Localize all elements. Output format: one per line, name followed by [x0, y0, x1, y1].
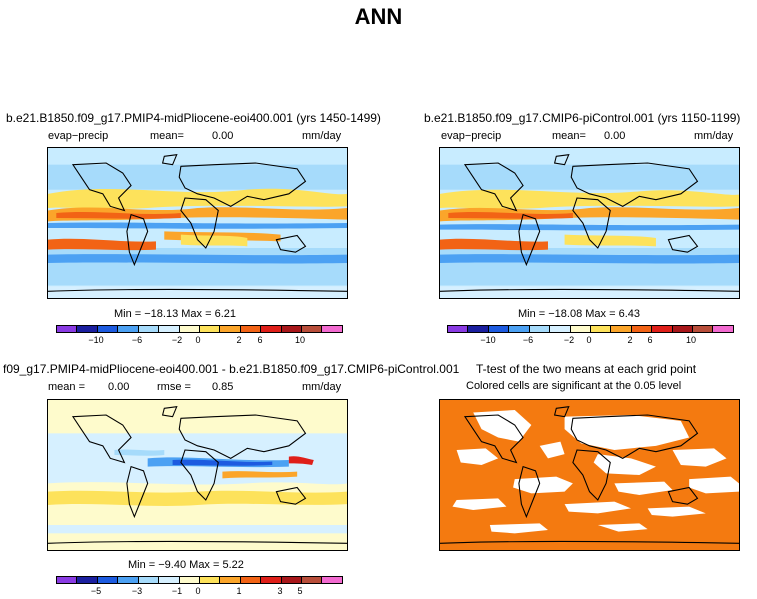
- colorbar-box: [138, 577, 160, 583]
- colorbar-box: [509, 326, 530, 332]
- panel-top-left-map: [47, 147, 348, 299]
- panel-bottom-left-units: mm/day: [302, 381, 342, 393]
- colorbar-tick: 5: [297, 586, 303, 596]
- colorbar-box: [302, 577, 323, 583]
- colorbar-tick: 6: [257, 335, 263, 345]
- colorbar-box: [631, 326, 653, 332]
- colorbar-tick: −6: [522, 335, 534, 345]
- panel-bottom-left-rmse-value: 0.85: [212, 381, 234, 393]
- colorbar-tick: −3: [131, 586, 143, 596]
- colorbar-box: [199, 326, 221, 332]
- colorbar-box: [570, 326, 591, 332]
- colorbar-box: [550, 326, 571, 332]
- colorbar-box: [611, 326, 632, 332]
- panel-bottom-left-minmax: Min = −9.40 Max = 5.22: [128, 559, 244, 571]
- colorbar-box: [97, 577, 119, 583]
- colorbar-box: [179, 326, 200, 332]
- panel-top-right-units: mm/day: [694, 130, 734, 142]
- colorbar-tick: 0: [195, 335, 201, 345]
- colorbar-box: [302, 326, 323, 332]
- panel-top-right-map: [439, 147, 740, 299]
- colorbar-tick: 2: [627, 335, 633, 345]
- panel-top-left-variable: evap−precip: [48, 130, 109, 142]
- panel-top-left-colorbar: [56, 325, 343, 333]
- colorbar-box: [240, 326, 262, 332]
- panel-top-right-variable: evap−precip: [441, 130, 502, 142]
- colorbar-box: [261, 577, 282, 583]
- panel-top-left-mean-value: 0.00: [212, 130, 234, 142]
- colorbar-box: [77, 326, 98, 332]
- colorbar-box: [240, 577, 262, 583]
- panel-bottom-left-colorbar: [56, 576, 343, 584]
- panel-top-right-minmax: Min = −18.08 Max = 6.43: [518, 308, 640, 320]
- panel-top-right-mean-value: 0.00: [604, 130, 626, 142]
- colorbar-box: [652, 326, 673, 332]
- colorbar-tick: −2: [171, 335, 183, 345]
- colorbar-box: [77, 577, 98, 583]
- panel-top-right-mean-label: mean=: [552, 130, 586, 142]
- colorbar-box: [179, 577, 200, 583]
- panel-bottom-right-map: [439, 399, 740, 551]
- colorbar-box: [118, 326, 139, 332]
- colorbar-box: [57, 577, 78, 583]
- colorbar-box: [97, 326, 119, 332]
- colorbar-box: [57, 326, 78, 332]
- panel-top-left-mean-label: mean=: [150, 130, 184, 142]
- colorbar-box: [468, 326, 489, 332]
- panel-top-left-title: b.e21.B1850.f09_g17.PMIP4-midPliocene-eo…: [6, 111, 381, 125]
- colorbar-box: [281, 326, 303, 332]
- colorbar-box: [322, 326, 342, 332]
- colorbar-tick: −10: [88, 335, 104, 345]
- colorbar-box: [713, 326, 733, 332]
- colorbar-box: [590, 326, 612, 332]
- colorbar-box: [488, 326, 510, 332]
- colorbar-tick: −10: [480, 335, 496, 345]
- panel-bottom-left-title: f09_g17.PMIP4-midPliocene-eoi400.001 - b…: [3, 362, 460, 376]
- colorbar-box: [529, 326, 551, 332]
- panel-bottom-left-mean-label: mean =: [48, 381, 85, 393]
- colorbar-tick: −6: [131, 335, 143, 345]
- colorbar-box: [448, 326, 469, 332]
- colorbar-tick: 1: [236, 586, 242, 596]
- colorbar-tick: −1: [171, 586, 183, 596]
- colorbar-tick: 10: [294, 335, 306, 345]
- figure-title: ANN: [354, 4, 403, 29]
- colorbar-tick: 10: [685, 335, 697, 345]
- colorbar-tick: 0: [586, 335, 592, 345]
- colorbar-tick: −5: [90, 586, 102, 596]
- panel-top-right-colorbar: [447, 325, 734, 333]
- panel-bottom-right-title: T-test of the two means at each grid poi…: [476, 362, 697, 376]
- colorbar-box: [261, 326, 282, 332]
- colorbar-box: [159, 577, 180, 583]
- colorbar-box: [138, 326, 160, 332]
- colorbar-tick: 3: [277, 586, 283, 596]
- colorbar-box: [220, 577, 241, 583]
- colorbar-box: [220, 326, 241, 332]
- panel-top-right-title: b.e21.B1850.f09_g17.CMIP6-piControl.001 …: [424, 111, 741, 125]
- panel-bottom-right-subtitle: Colored cells are significant at the 0.0…: [466, 380, 682, 392]
- panel-bottom-left-mean-value: 0.00: [108, 381, 130, 393]
- colorbar-box: [159, 326, 180, 332]
- colorbar-box: [199, 577, 221, 583]
- panel-top-left-units: mm/day: [302, 130, 342, 142]
- colorbar-box: [118, 577, 139, 583]
- colorbar-box: [672, 326, 694, 332]
- colorbar-box: [322, 577, 342, 583]
- panel-top-left-minmax: Min = −18.13 Max = 6.21: [114, 308, 236, 320]
- colorbar-tick: 6: [647, 335, 653, 345]
- colorbar-box: [693, 326, 714, 332]
- colorbar-tick: 0: [195, 586, 201, 596]
- colorbar-tick: 2: [236, 335, 242, 345]
- colorbar-tick: −2: [563, 335, 575, 345]
- panel-bottom-left-rmse-label: rmse =: [157, 381, 191, 393]
- panel-bottom-left-map: [47, 399, 348, 551]
- colorbar-box: [281, 577, 303, 583]
